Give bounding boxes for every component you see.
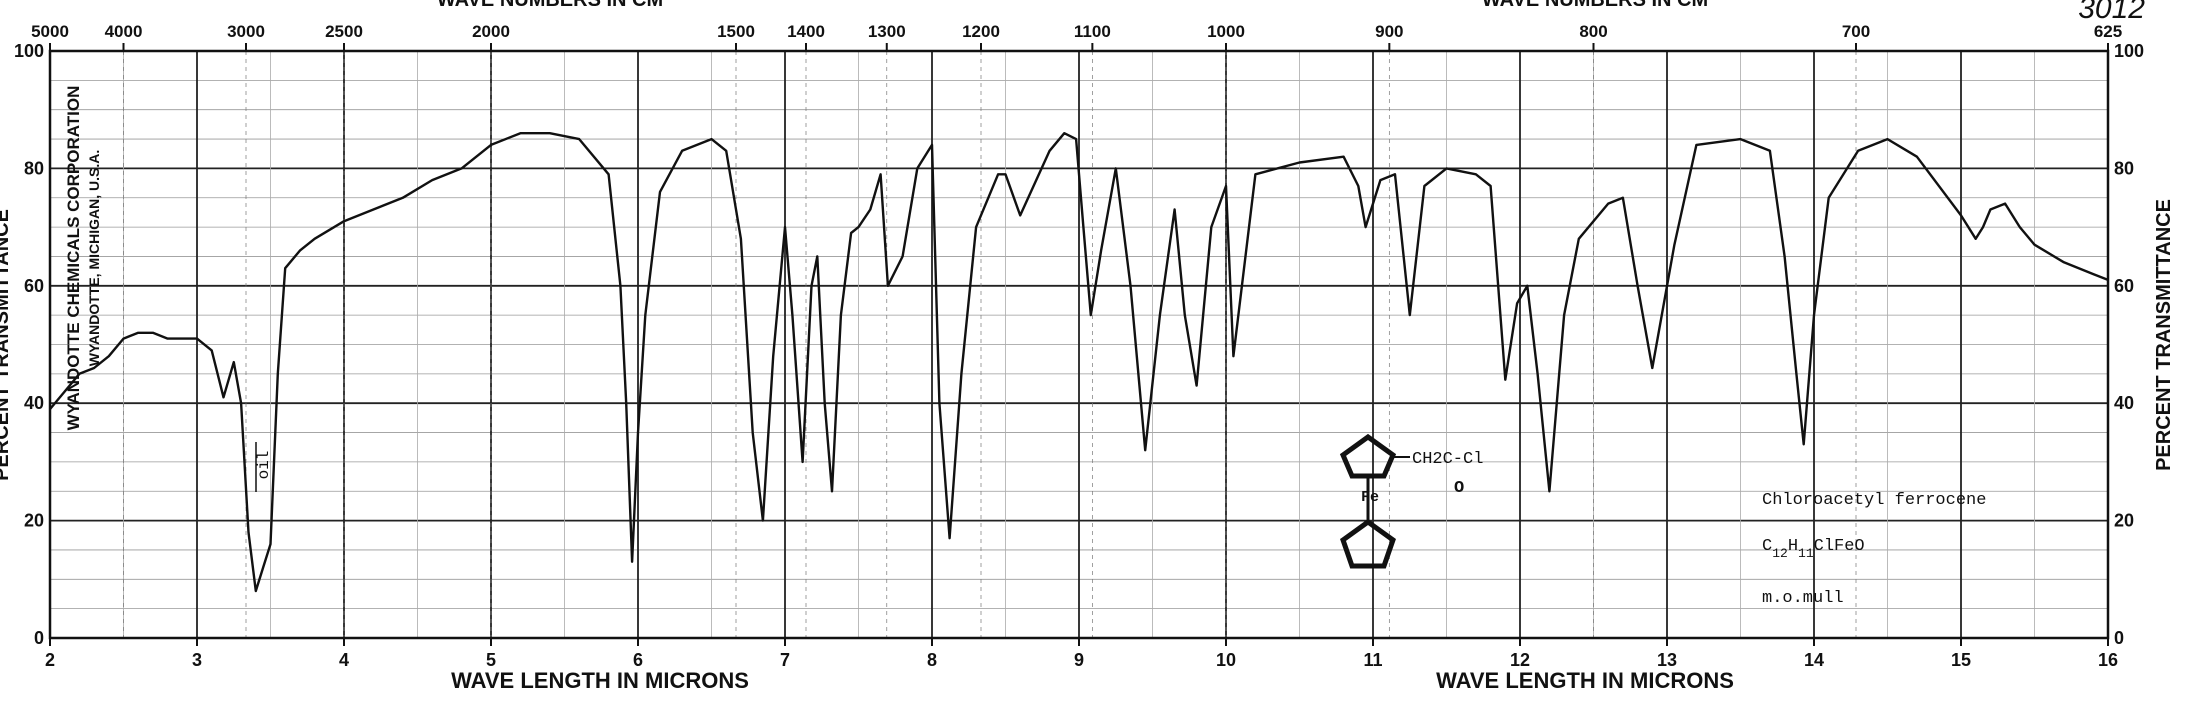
bottom-axis-tick-label: 13 <box>1657 650 1677 670</box>
bottom-axis-tick-label: 16 <box>2098 650 2118 670</box>
top-axis-tick-label: 3000 <box>227 22 265 41</box>
bottom-axis-label-right: WAVE LENGTH IN MICRONS <box>1436 668 1734 693</box>
catalog-number: 3012 <box>2078 0 2145 25</box>
top-axis-tick-label: 2000 <box>472 22 510 41</box>
top-axis-tick-label: 800 <box>1579 22 1607 41</box>
bottom-axis-tick-label: 2 <box>45 650 55 670</box>
top-axis-tick-label: 2500 <box>325 22 363 41</box>
top-axis-tick-label: 1000 <box>1207 22 1245 41</box>
bottom-axis-tick-label: 10 <box>1216 650 1236 670</box>
bottom-axis-tick-label: 12 <box>1510 650 1530 670</box>
bottom-axis-tick-label: 15 <box>1951 650 1971 670</box>
bottom-axis-tick-label: 6 <box>633 650 643 670</box>
manufacturer-location: WYANDOTTE, MICHIGAN, U.S.A. <box>86 150 102 367</box>
y-axis-right-tick-label: 60 <box>2114 276 2134 296</box>
structure-substituent: CH2C-Cl <box>1412 450 1483 469</box>
y-axis-right-tick-label: 0 <box>2114 628 2124 648</box>
ferrocene-structure-drawing <box>1339 433 1410 569</box>
bottom-axis-tick-label: 3 <box>192 650 202 670</box>
top-axis-tick-label: 1400 <box>787 22 825 41</box>
y-axis-right-tick-label: 40 <box>2114 393 2134 413</box>
top-axis-tick-label: 900 <box>1375 22 1403 41</box>
spectrum-series-line <box>49 132 2109 593</box>
y-axis-left-tick-label: 0 <box>34 628 44 648</box>
structure-carbonyl-o: O <box>1454 479 1464 498</box>
y-axis-left-tick-label: 100 <box>14 41 44 61</box>
manufacturer-name: WYANDOTTE CHEMICALS CORPORATION <box>64 86 83 431</box>
bottom-axis-tick-label: 8 <box>927 650 937 670</box>
y-axis-left-tick-label: 20 <box>24 511 44 531</box>
top-axis-tick-label: 700 <box>1842 22 1870 41</box>
bottom-axis-tick-label: 11 <box>1363 650 1382 670</box>
top-axis-label-right: WAVE NUMBERS IN CM <box>1482 0 1708 11</box>
y-axis-right-tick-label: 80 <box>2114 158 2134 178</box>
y-axis-right-tick-label: 20 <box>2114 511 2134 531</box>
structure-fe-label: Fe <box>1361 489 1379 506</box>
top-axis-label-left: WAVE NUMBERS IN CM <box>437 0 663 11</box>
grid <box>49 50 2109 639</box>
bottom-axis-tick-label: 5 <box>486 650 496 670</box>
bottom-axis-label-left: WAVE LENGTH IN MICRONS <box>451 668 749 693</box>
top-axis-tick-label: 1100 <box>1074 22 1111 41</box>
bottom-axis-tick-label: 9 <box>1074 650 1084 670</box>
bottom-axis-tick-label: 14 <box>1804 650 1824 670</box>
y-axis-right-tick-label: 100 <box>2114 41 2144 61</box>
bottom-axis-tick-label: 7 <box>780 650 790 670</box>
top-axis-tick-label: 1500 <box>717 22 755 41</box>
y-axis-left-tick-label: 60 <box>24 276 44 296</box>
top-axis-tick-label: 1200 <box>962 22 1000 41</box>
sample-prep: m.o.mull <box>1762 589 1844 608</box>
top-axis-tick-label: 625 <box>2094 22 2122 41</box>
compound-name: Chloroacetyl ferrocene <box>1762 491 1986 510</box>
y-axis-label-left: PERCENT TRANSMITTANCE <box>0 209 13 481</box>
y-axis-left-tick-label: 80 <box>24 158 44 178</box>
top-axis-tick-label: 1300 <box>868 22 906 41</box>
top-axis-tick-label: 5000 <box>31 22 69 41</box>
y-axis-label-right: PERCENT TRANSMITTANCE <box>2153 199 2175 471</box>
y-axis-left-tick-label: 40 <box>24 393 44 413</box>
top-axis-tick-label: 4000 <box>105 22 143 41</box>
bottom-axis-tick-label: 4 <box>339 650 349 670</box>
compound-formula: C12H11ClFeO <box>1762 537 1865 561</box>
oil-label: oil <box>255 451 273 480</box>
